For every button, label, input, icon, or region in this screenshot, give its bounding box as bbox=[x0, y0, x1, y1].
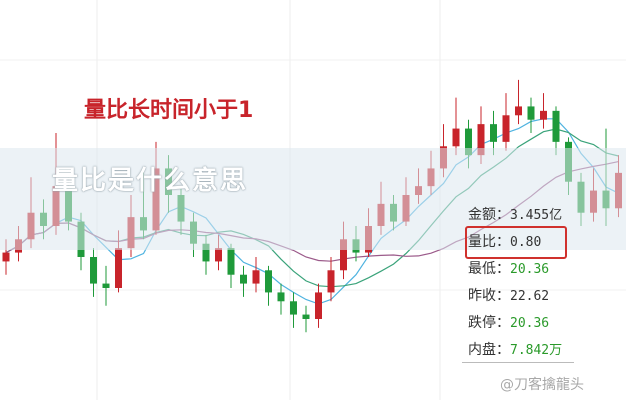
candle-body bbox=[502, 115, 510, 142]
candle-body bbox=[452, 128, 460, 147]
candle-body bbox=[277, 292, 285, 302]
info-row: 金额：3.455亿 bbox=[468, 202, 586, 229]
info-value: 20.36 bbox=[510, 262, 550, 277]
colon: ： bbox=[496, 234, 510, 250]
candle-body bbox=[215, 248, 222, 262]
volume-ratio-highlight-box bbox=[465, 226, 567, 259]
info-value: 20.36 bbox=[510, 316, 550, 331]
candle-body bbox=[115, 248, 122, 288]
banner-text: 量比是什么意思 bbox=[52, 166, 249, 196]
colon: ： bbox=[496, 315, 510, 331]
info-label: 最低 bbox=[468, 261, 496, 277]
candle-body bbox=[290, 301, 297, 315]
colon: ： bbox=[496, 342, 510, 358]
candle-body bbox=[315, 292, 322, 319]
candle-body bbox=[240, 274, 247, 284]
info-label: 量比 bbox=[468, 234, 496, 250]
colon: ： bbox=[496, 207, 510, 223]
candle-body bbox=[340, 239, 347, 271]
candle-body bbox=[490, 124, 497, 142]
title-banner-band bbox=[0, 148, 626, 250]
info-row: 最低：20.36 bbox=[468, 256, 586, 283]
info-row: 量比：0.80 bbox=[468, 229, 586, 256]
candle-body bbox=[465, 128, 472, 156]
info-label: 跌停 bbox=[468, 315, 496, 331]
info-label: 内盘 bbox=[468, 342, 496, 358]
candle-body bbox=[102, 283, 110, 288]
candle-body bbox=[252, 270, 260, 284]
chart-annotation-title: 量比长时间小于1 bbox=[84, 98, 254, 123]
quote-info-panel: 金额：3.455亿 量比：0.80 最低：20.36 昨收：22.62 跌停：20.36… bbox=[468, 202, 586, 364]
candle-body bbox=[227, 248, 235, 275]
info-row: 内盘：7.842万 bbox=[468, 337, 586, 364]
info-row: 跌停：20.36 bbox=[468, 310, 586, 337]
candle-body bbox=[552, 110, 560, 142]
info-value: 0.80 bbox=[510, 235, 542, 250]
info-label: 金额 bbox=[468, 207, 496, 223]
candle-body bbox=[90, 257, 97, 284]
candle-body bbox=[202, 243, 210, 262]
colon: ： bbox=[496, 288, 510, 304]
divider bbox=[462, 362, 574, 363]
watermark: @刀客擒龍头 bbox=[500, 377, 584, 393]
candle-body bbox=[515, 106, 522, 116]
candle-body bbox=[527, 106, 535, 120]
candle-body bbox=[327, 270, 335, 293]
colon: ： bbox=[496, 261, 510, 277]
candle-body bbox=[265, 270, 272, 293]
info-label: 昨收 bbox=[468, 288, 496, 304]
candle-body bbox=[540, 110, 547, 120]
info-row: 昨收：22.62 bbox=[468, 283, 586, 310]
candle-body bbox=[302, 314, 310, 319]
info-value: 7.842万 bbox=[510, 343, 563, 358]
candle-body bbox=[2, 252, 10, 262]
info-value: 3.455亿 bbox=[510, 208, 563, 223]
info-value: 22.62 bbox=[510, 289, 550, 304]
candle-body bbox=[477, 124, 485, 156]
